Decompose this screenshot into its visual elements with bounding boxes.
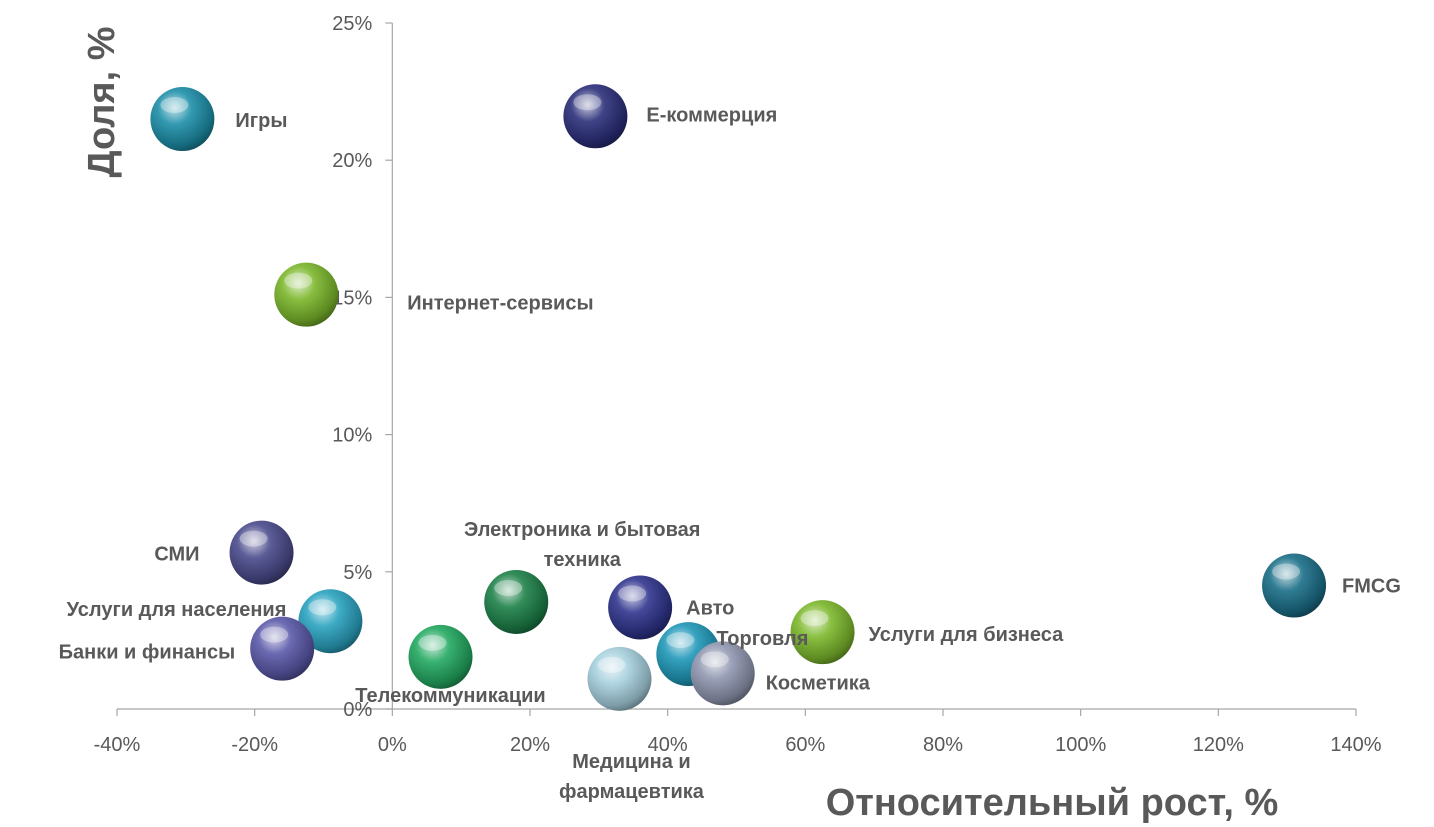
bubble-12 — [790, 600, 855, 665]
bubble-label-line: техника — [544, 549, 622, 571]
bubble-label: Игры — [235, 110, 287, 132]
x-tick-label: 100% — [1055, 734, 1106, 756]
x-tick-label: 140% — [1330, 734, 1381, 756]
y-tick-label: 0% — [343, 699, 372, 721]
bubble-8-highlight — [597, 656, 626, 673]
bubble-10-highlight — [666, 632, 695, 649]
bubbles — [150, 84, 1327, 711]
bubble-7 — [484, 569, 549, 634]
bubble-0 — [150, 87, 215, 152]
bubble-11-highlight — [700, 651, 729, 668]
bubble-13 — [1262, 553, 1327, 618]
x-tick-label: 80% — [923, 734, 963, 756]
y-axis-title: Доля, % — [81, 26, 123, 177]
bubble-label: СМИ — [154, 544, 199, 566]
bubble-label: FMCG — [1342, 576, 1401, 598]
y-tick-label: 25% — [332, 13, 372, 35]
bubble-3 — [229, 520, 294, 585]
bubble-label: Торговля — [716, 628, 808, 650]
bubble-label-line: Медицина и — [572, 751, 690, 773]
bubble-5-highlight — [260, 626, 289, 643]
bubble-2 — [274, 262, 339, 327]
bubble-labels: Игры E-коммерция Интернет-сервисы СМИ Услуги… — [59, 104, 1401, 803]
bubble-label: Медицина и фармацевтика — [559, 751, 705, 803]
bubble-6 — [408, 624, 473, 689]
y-tick-label: 20% — [332, 150, 372, 172]
y-tick-label: 10% — [332, 425, 372, 447]
bubble-label: Банки и финансы — [59, 642, 236, 664]
bubble-1-highlight — [573, 94, 602, 111]
bubble-label-line: фармацевтика — [559, 781, 705, 803]
x-tick-label: 60% — [785, 734, 825, 756]
bubble-8 — [587, 646, 652, 711]
bubble-4-highlight — [308, 599, 337, 616]
bubble-0-highlight — [160, 97, 189, 114]
bubble-3-highlight — [239, 530, 268, 547]
bubble-4 — [298, 589, 363, 654]
x-tick-label: 0% — [378, 734, 407, 756]
bubble-label-line: Электроника и бытовая — [464, 519, 700, 541]
bubble-label: Электроника и бытовая техника — [464, 519, 700, 571]
bubble-5 — [250, 616, 315, 681]
bubble-label: Интернет-сервисы — [407, 293, 593, 315]
x-tick-label: 20% — [510, 734, 550, 756]
bubble-13-highlight — [1272, 563, 1301, 580]
bubble-label: Услуги для бизнеса — [869, 624, 1065, 646]
bubble-2-highlight — [284, 272, 313, 289]
x-tick-label: -20% — [231, 734, 278, 756]
bubble-label: Услуги для населения — [67, 599, 287, 621]
bubble-11 — [690, 641, 755, 706]
axes: -40% -20% 0% 20% 40% 60% 80% 100% 120% 140% 0% 5% 10… — [94, 13, 1382, 756]
x-tick-label: -40% — [94, 734, 141, 756]
bubble-7-highlight — [494, 579, 523, 596]
y-tick-label: 5% — [343, 562, 372, 584]
bubble-12-highlight — [800, 610, 829, 627]
bubble-label: E-коммерция — [646, 104, 777, 126]
x-tick-label: 40% — [648, 734, 688, 756]
bubble-9 — [608, 575, 673, 640]
x-axis-title: Относительный рост, % — [826, 782, 1279, 824]
bubble-label: Телекоммуникации — [355, 685, 545, 707]
bubble-1 — [563, 84, 628, 149]
bubble-label: Косметика — [766, 672, 871, 694]
bubble-9-highlight — [618, 585, 647, 602]
x-tick-label: 120% — [1193, 734, 1244, 756]
y-tick-label: 15% — [332, 287, 372, 309]
bubble-label: Авто — [686, 597, 734, 619]
bubble-6-highlight — [418, 634, 447, 651]
